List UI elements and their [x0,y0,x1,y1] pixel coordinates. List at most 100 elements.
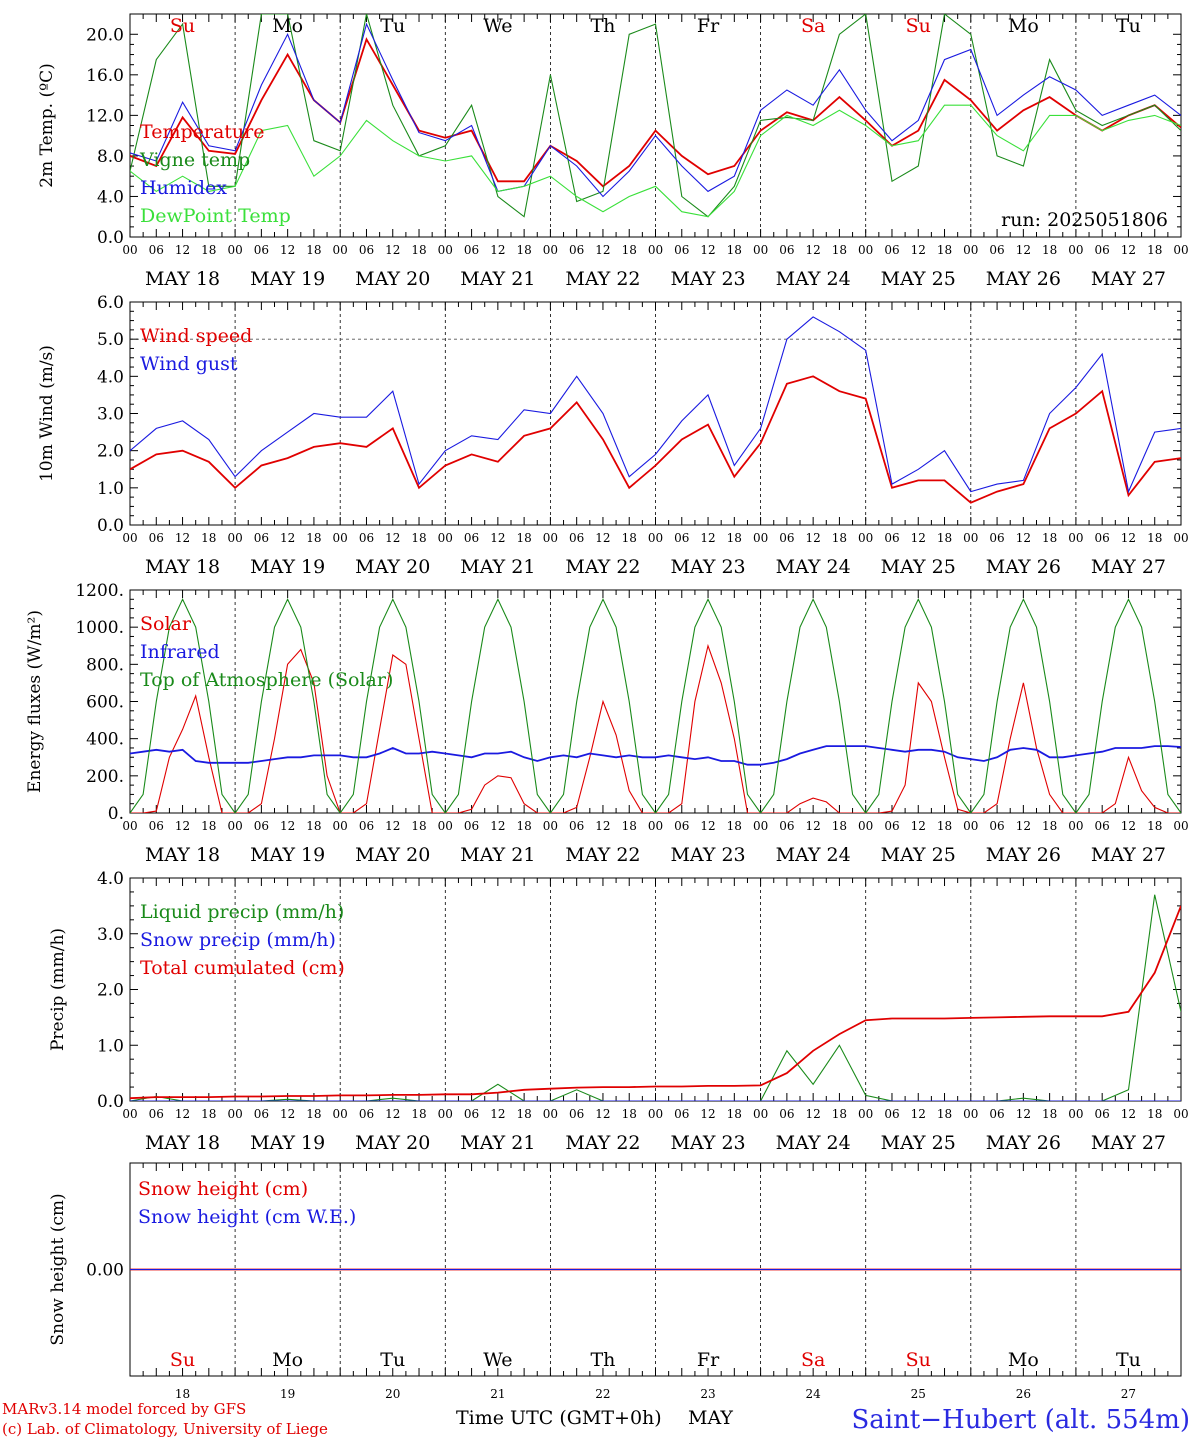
legend-entry: Infrared [140,641,220,663]
date-label: MAY 26 [986,556,1061,578]
hour-label: 06 [569,1107,584,1121]
hour-label: 06 [149,243,164,257]
hour-label: 18 [306,243,321,257]
hour-label: 12 [700,243,715,257]
hour-label: 06 [674,243,689,257]
hour-label: 18 [622,819,637,833]
y-tick-label: 5.0 [97,330,124,350]
panel-3: 0. 200. 400. 600. 800. 1000. 1200. Energy fluxe… [25,581,1189,866]
y-axis-label: Energy fluxes (W/m²) [25,610,45,793]
day-name: Sa [801,1349,825,1371]
hour-label: 00 [1173,819,1188,833]
hour-label: 12 [595,819,610,833]
hour-label: 06 [884,531,899,545]
panel-1: 0.0 4.0 8.0 12.0 16.0 20.0 2m Temp. (ºC) Temper… [37,13,1189,290]
y-tick-label: 600. [86,693,124,713]
hour-label: 00 [122,531,137,545]
hour-label: 12 [280,531,295,545]
hour-label: 18 [1042,243,1057,257]
hour-label: 06 [464,531,479,545]
hour-label: 18 [411,243,426,257]
date-label: MAY 19 [250,556,325,578]
hour-label: 12 [280,819,295,833]
hour-label: 18 [832,1107,847,1121]
hour-label: 00 [648,819,663,833]
hour-label: 12 [1016,531,1031,545]
hour-label: 00 [438,819,453,833]
date-label: MAY 23 [670,844,745,866]
series-line [130,598,1181,813]
day-name: Mo [272,15,303,37]
hour-label: 00 [438,531,453,545]
day-number: 27 [1121,1387,1136,1401]
hour-label: 18 [727,243,742,257]
day-name: Fr [697,15,720,37]
day-name: Tu [1116,1349,1141,1371]
hour-label: 18 [1042,819,1057,833]
hour-label: 00 [1173,1107,1188,1121]
hour-label: 06 [779,819,794,833]
y-tick-label: 3.0 [97,405,124,425]
series-line [130,643,1181,813]
y-tick-label: 0. [108,804,124,824]
hour-label: 00 [122,819,137,833]
hour-label: 18 [832,819,847,833]
series-line [130,905,1181,1100]
legend-entry: Snow height (cm W.E.) [138,1206,356,1228]
date-label: MAY 20 [355,556,430,578]
hour-label: 06 [254,243,269,257]
hour-label: 06 [884,1107,899,1121]
hour-label: 00 [648,243,663,257]
date-label: MAY 23 [670,268,745,290]
hour-label: 12 [1121,819,1136,833]
hour-label: 12 [595,531,610,545]
y-tick-label: 12.0 [86,106,124,126]
hour-label: 06 [989,1107,1004,1121]
date-label: MAY 19 [250,268,325,290]
legend-entry: Vigne temp [139,149,250,171]
y-tick-label: 200. [86,767,124,787]
hour-label: 18 [306,1107,321,1121]
y-tick-label: 4.0 [97,187,124,207]
date-label: MAY 27 [1091,556,1166,578]
y-tick-label: 2.0 [97,981,124,1001]
hour-label: 06 [254,531,269,545]
date-label: MAY 26 [986,268,1061,290]
credit-line-1: MARv3.14 model forced by GFS [2,1400,246,1418]
hour-label: 18 [516,531,531,545]
hour-label: 06 [359,819,374,833]
day-name: We [483,15,512,37]
date-label: MAY 26 [986,844,1061,866]
hour-label: 06 [569,819,584,833]
y-tick-label: 400. [86,730,124,750]
hour-label: 18 [201,1107,216,1121]
y-axis-label: Precip (mm/h) [48,928,68,1051]
hour-label: 18 [622,531,637,545]
date-label: MAY 23 [670,556,745,578]
legend-entry: Temperature [140,121,264,143]
hour-label: 18 [832,531,847,545]
date-label: MAY 21 [460,844,535,866]
day-number: 21 [490,1387,505,1401]
hour-label: 00 [1173,243,1188,257]
hour-label: 00 [648,1107,663,1121]
day-number: 20 [385,1387,400,1401]
hour-label: 18 [201,243,216,257]
date-label: MAY 25 [881,268,956,290]
hour-label: 12 [595,243,610,257]
hour-label: 12 [911,531,926,545]
hour-label: 06 [674,819,689,833]
date-label: MAY 21 [460,556,535,578]
hour-label: 00 [753,1107,768,1121]
date-label: MAY 18 [145,268,220,290]
hour-label: 12 [806,531,821,545]
hour-label: 18 [1147,1107,1162,1121]
series-line [130,104,1181,218]
hour-label: 00 [753,243,768,257]
date-label: MAY 18 [145,844,220,866]
hour-label: 12 [806,243,821,257]
hour-label: 00 [1068,819,1083,833]
hour-label: 06 [884,243,899,257]
day-name: Tu [380,15,405,37]
